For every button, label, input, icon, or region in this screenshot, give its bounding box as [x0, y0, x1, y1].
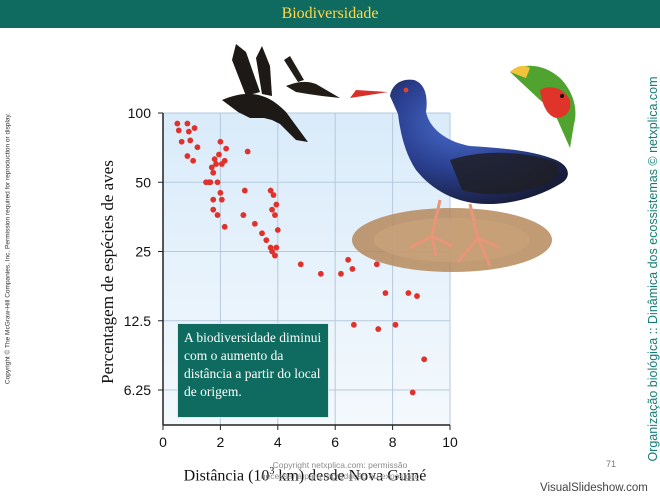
data-point	[218, 196, 225, 203]
data-point	[267, 187, 274, 194]
data-point	[194, 144, 201, 151]
flying-bird-icon	[222, 44, 308, 142]
data-point	[273, 244, 280, 251]
data-point	[214, 212, 221, 218]
tick-labels: 0 2 4 6 8 10 6.25 12.5 25 50 100	[124, 105, 458, 450]
data-point	[274, 227, 281, 233]
data-point	[175, 127, 182, 134]
data-point	[259, 230, 265, 237]
data-point	[270, 192, 277, 198]
data-point	[190, 157, 197, 164]
x-axis-label: Distância (103 km) desde Nova Guiné	[150, 466, 460, 485]
data-point	[184, 153, 191, 159]
data-point	[210, 196, 217, 203]
axes	[158, 112, 451, 430]
data-point	[217, 189, 224, 196]
data-point	[216, 151, 222, 158]
x-axis-label-exponent: 3	[269, 466, 275, 477]
data-point	[338, 270, 344, 277]
data-point	[187, 137, 194, 144]
data-point	[269, 206, 275, 213]
data-point	[214, 179, 221, 186]
y-tick-label: 25	[135, 244, 151, 260]
data-point	[178, 138, 185, 145]
data-point	[345, 256, 352, 263]
swamphen-bird-icon	[350, 79, 568, 267]
data-point	[191, 125, 198, 131]
data-point	[421, 356, 428, 363]
data-point	[221, 223, 228, 230]
data-point	[405, 290, 412, 296]
watermark-line-1: Copyright netxplica.com: permissão	[272, 460, 408, 470]
data-point	[251, 220, 258, 227]
data-point	[263, 237, 270, 244]
page-number: 71	[606, 459, 617, 469]
data-point	[207, 179, 214, 186]
y-tick-label: 6.25	[124, 382, 151, 398]
data-point	[208, 164, 215, 171]
data-point	[210, 206, 217, 213]
data-point	[349, 266, 356, 272]
x-tick-label: 10	[442, 434, 458, 450]
data-point	[213, 161, 219, 167]
data-point	[269, 248, 275, 255]
data-point	[221, 157, 228, 164]
data-point	[210, 169, 217, 176]
data-point	[317, 270, 324, 277]
y-tick-label: 12.5	[124, 313, 151, 329]
ground-patch	[352, 208, 552, 272]
data-point	[240, 212, 247, 218]
data-point	[297, 261, 304, 268]
data-point	[272, 212, 278, 218]
data-point	[392, 321, 399, 328]
site-credit: VisualSlideshow.com	[540, 482, 648, 494]
data-point	[185, 128, 192, 135]
small-flying-bird-icon	[284, 56, 340, 98]
data-point	[241, 187, 248, 194]
data-point	[217, 138, 224, 145]
slide-title: Biodiversidade	[281, 5, 379, 22]
x-tick-label: 2	[217, 434, 225, 450]
x-axis-label-text: Distância (10	[183, 467, 270, 485]
y-tick-label: 50	[135, 174, 151, 190]
callout-box: A biodiversidade diminui com o aumento d…	[177, 323, 329, 418]
parrot-icon	[510, 65, 576, 148]
x-axis-label-rest: km) desde Nova Guiné	[274, 467, 427, 485]
data-point	[244, 148, 251, 155]
data-point	[174, 120, 181, 127]
data-point	[414, 293, 420, 299]
data-point	[272, 252, 278, 259]
data-point	[223, 145, 230, 152]
data-point	[375, 326, 382, 332]
y-tick-label: 100	[128, 105, 152, 121]
data-points	[174, 120, 428, 396]
x-tick-label: 8	[389, 434, 397, 450]
data-point	[184, 120, 191, 127]
data-point	[211, 156, 218, 163]
title-bar	[0, 0, 660, 28]
data-point	[273, 201, 280, 208]
watermark-line-2: necessária para reprodução ou exposição	[260, 471, 420, 481]
data-point	[350, 321, 357, 328]
x-tick-label: 0	[159, 434, 167, 450]
data-point	[409, 389, 416, 396]
y-axis-label: Percentagem de espécies de aves	[98, 160, 117, 384]
watermark: Copyright netxplica.com: permissão neces…	[220, 460, 460, 482]
data-point	[382, 290, 389, 296]
x-tick-label: 4	[274, 434, 282, 450]
x-tick-label: 6	[331, 434, 339, 450]
data-point	[373, 261, 380, 268]
